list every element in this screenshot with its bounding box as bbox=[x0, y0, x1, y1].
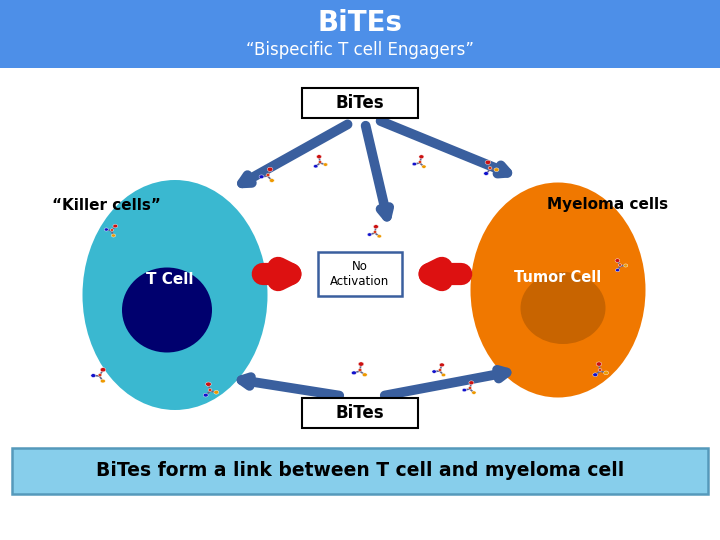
Text: BiTes: BiTes bbox=[336, 404, 384, 422]
Ellipse shape bbox=[110, 229, 114, 231]
Ellipse shape bbox=[259, 175, 264, 179]
FancyBboxPatch shape bbox=[318, 252, 402, 296]
Ellipse shape bbox=[603, 371, 608, 375]
Ellipse shape bbox=[521, 272, 606, 344]
Ellipse shape bbox=[266, 173, 270, 177]
Ellipse shape bbox=[323, 163, 328, 166]
Ellipse shape bbox=[267, 167, 273, 171]
Ellipse shape bbox=[351, 371, 356, 375]
Ellipse shape bbox=[419, 155, 424, 159]
Ellipse shape bbox=[470, 183, 646, 397]
FancyBboxPatch shape bbox=[302, 398, 418, 428]
Ellipse shape bbox=[104, 228, 109, 231]
Text: Myeloma cells: Myeloma cells bbox=[547, 198, 668, 213]
Ellipse shape bbox=[468, 387, 472, 389]
Ellipse shape bbox=[616, 268, 620, 272]
Text: No
Activation: No Activation bbox=[330, 260, 390, 288]
Ellipse shape bbox=[313, 165, 318, 168]
Ellipse shape bbox=[358, 368, 362, 372]
Ellipse shape bbox=[374, 225, 379, 228]
Ellipse shape bbox=[318, 161, 322, 163]
Ellipse shape bbox=[412, 163, 417, 166]
FancyBboxPatch shape bbox=[302, 88, 418, 118]
Ellipse shape bbox=[100, 379, 105, 383]
Ellipse shape bbox=[367, 233, 372, 236]
Ellipse shape bbox=[393, 276, 397, 279]
Ellipse shape bbox=[112, 234, 116, 237]
Ellipse shape bbox=[596, 362, 602, 366]
Ellipse shape bbox=[384, 277, 388, 280]
Ellipse shape bbox=[432, 370, 436, 373]
Ellipse shape bbox=[362, 373, 367, 376]
Ellipse shape bbox=[615, 259, 620, 262]
Ellipse shape bbox=[422, 165, 426, 168]
Ellipse shape bbox=[113, 224, 117, 228]
Ellipse shape bbox=[598, 368, 602, 372]
Ellipse shape bbox=[359, 362, 364, 366]
Ellipse shape bbox=[214, 390, 219, 394]
Text: “Killer cells”: “Killer cells” bbox=[52, 198, 161, 213]
Ellipse shape bbox=[439, 363, 444, 367]
Text: “Bispecific T cell Engagers”: “Bispecific T cell Engagers” bbox=[246, 41, 474, 59]
Ellipse shape bbox=[373, 231, 377, 233]
Ellipse shape bbox=[377, 234, 382, 238]
Text: Tumor Cell: Tumor Cell bbox=[514, 271, 602, 286]
Ellipse shape bbox=[593, 373, 598, 376]
Ellipse shape bbox=[208, 389, 212, 392]
FancyBboxPatch shape bbox=[12, 448, 708, 494]
Ellipse shape bbox=[98, 374, 102, 376]
Bar bbox=[0, 0, 720, 68]
Ellipse shape bbox=[438, 369, 442, 372]
Text: BiTes form a link between T cell and myeloma cell: BiTes form a link between T cell and mye… bbox=[96, 462, 624, 481]
Text: BiTEs: BiTEs bbox=[318, 9, 402, 37]
Ellipse shape bbox=[83, 180, 268, 410]
Ellipse shape bbox=[472, 391, 476, 394]
Ellipse shape bbox=[317, 155, 322, 159]
Ellipse shape bbox=[91, 374, 96, 377]
Ellipse shape bbox=[269, 179, 274, 183]
Ellipse shape bbox=[206, 382, 211, 386]
Ellipse shape bbox=[203, 393, 208, 397]
Ellipse shape bbox=[462, 388, 467, 392]
Ellipse shape bbox=[624, 264, 628, 267]
Ellipse shape bbox=[122, 267, 212, 353]
Ellipse shape bbox=[441, 373, 446, 376]
Text: T Cell: T Cell bbox=[146, 273, 194, 287]
Ellipse shape bbox=[618, 264, 621, 266]
Ellipse shape bbox=[388, 274, 392, 276]
Ellipse shape bbox=[494, 168, 499, 172]
Ellipse shape bbox=[484, 172, 489, 176]
Ellipse shape bbox=[488, 166, 492, 170]
Ellipse shape bbox=[469, 381, 474, 384]
Ellipse shape bbox=[485, 160, 491, 164]
Text: BiTes: BiTes bbox=[336, 94, 384, 112]
Ellipse shape bbox=[100, 368, 106, 372]
Ellipse shape bbox=[387, 268, 392, 272]
Ellipse shape bbox=[418, 161, 422, 163]
